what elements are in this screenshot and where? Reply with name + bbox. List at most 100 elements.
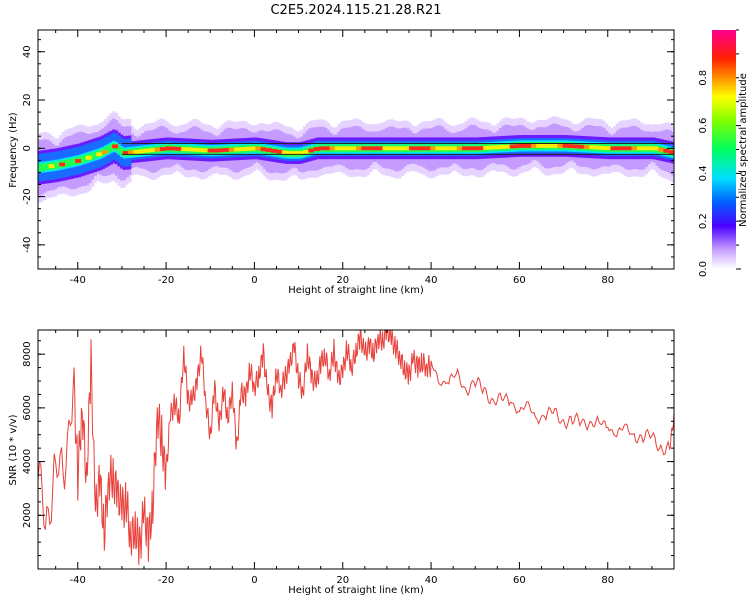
heatmap-core-cell — [557, 143, 564, 148]
heatmap-cell — [83, 154, 87, 163]
spectrogram-heatmap — [38, 111, 674, 203]
heatmap-core-cell — [133, 149, 140, 154]
heatmap-core-cell — [324, 146, 331, 151]
heatmap-core-cell — [636, 146, 643, 151]
heatmap-core-cell — [578, 144, 585, 149]
heatmap-core-cell — [292, 151, 299, 156]
ridge-outline — [121, 142, 674, 155]
heatmap-core-cell — [228, 147, 235, 152]
heatmap-core-cell — [175, 146, 182, 151]
heatmap-core-cell — [403, 146, 410, 151]
heatmap-core-cell — [456, 146, 463, 151]
heatmap-core-cell — [223, 148, 230, 152]
y-tick-label: 6000 — [22, 395, 33, 420]
colorbar-ticks: 0.0 0.2 0.4 0.6 0.8 — [698, 29, 741, 277]
heatmap-core-cell — [48, 164, 55, 169]
heatmap-core-cell — [212, 148, 219, 153]
heatmap-core-cell — [101, 150, 108, 155]
heatmap-core-cell — [562, 143, 569, 148]
y-tick-label: 8000 — [22, 341, 33, 366]
heatmap-core-cell — [599, 145, 606, 150]
heatmap-core-cell — [329, 146, 336, 151]
heatmap-core-cell — [239, 147, 246, 152]
x-tick-label: 40 — [425, 575, 438, 586]
heatmap-core-cell — [668, 150, 674, 154]
heatmap-core-cell — [647, 146, 654, 151]
heatmap-core-cell — [207, 148, 214, 153]
x-tick-label: 0 — [251, 275, 257, 286]
heatmap-core-cell — [472, 146, 479, 151]
heatmap-core-cell — [536, 143, 543, 148]
heatmap-core-cell — [435, 146, 442, 151]
colorbar-tick-label: 0.6 — [698, 118, 709, 134]
heatmap-core-cell — [483, 145, 490, 150]
spectrogram-ylabel: Frequency (Hz) — [8, 112, 19, 188]
heatmap-core-cell — [393, 146, 399, 151]
figure-title: C2E5.2024.115.21.28.R21 — [270, 3, 441, 18]
colorbar-tick-label: 0.8 — [698, 70, 709, 86]
heatmap-cell — [69, 158, 74, 166]
heatmap-core-cell — [594, 145, 601, 150]
heatmap-core-cell — [626, 146, 633, 151]
heatmap-core-cell — [525, 143, 532, 148]
heatmap-core-cell — [663, 148, 670, 153]
heatmap-core-cell — [414, 146, 421, 151]
colorbar-gradient — [712, 30, 736, 269]
snr-series-line — [38, 330, 674, 565]
heatmap-core-cell — [366, 146, 373, 151]
heatmap-core-cell — [250, 146, 256, 151]
heatmap-core-cell — [303, 149, 309, 154]
heatmap-core-cell — [440, 146, 447, 151]
heatmap-core-cell — [430, 146, 437, 151]
heatmap-core-cell — [467, 146, 474, 151]
y-tick-label: 40 — [22, 45, 33, 58]
heatmap-core-cell — [621, 146, 627, 151]
x-tick-label: 60 — [513, 575, 526, 586]
heatmap-core-cell — [112, 144, 119, 149]
heatmap-cell — [109, 143, 113, 152]
heatmap-cell — [80, 155, 84, 164]
heatmap-core-cell — [610, 146, 617, 151]
heatmap-core-cell — [409, 146, 415, 151]
x-tick-label: 60 — [513, 275, 526, 286]
heatmap-core-cell — [552, 143, 558, 148]
heatmap-core-cell — [568, 144, 574, 149]
heatmap-core-cell — [191, 147, 198, 152]
heatmap-cell — [72, 157, 76, 166]
heatmap-core-cell — [122, 151, 129, 155]
heatmap-core-cell — [631, 146, 638, 151]
heatmap-core-cell — [128, 150, 134, 155]
heatmap-cell — [120, 147, 124, 156]
heatmap-core-cell — [276, 149, 283, 154]
x-tick-label: -20 — [158, 575, 174, 586]
heatmap-core-cell — [340, 146, 346, 151]
heatmap-core-cell — [265, 148, 272, 153]
colorbar-tick-label: 0.0 — [698, 261, 709, 277]
x-tick-label: -40 — [70, 575, 86, 586]
heatmap-core-cell — [350, 146, 357, 151]
heatmap-core-cell — [658, 147, 664, 152]
heatmap-core-cell — [334, 146, 341, 151]
heatmap-core-cell — [573, 144, 580, 149]
heatmap-core-cell — [446, 146, 452, 151]
snr-frame — [37, 329, 675, 570]
colorbar-tick-label: 0.2 — [698, 213, 709, 229]
x-tick-label: -40 — [70, 275, 86, 286]
heatmap-core-cell — [398, 146, 405, 151]
heatmap-core-cell — [493, 145, 500, 150]
heatmap-core-cell — [59, 162, 66, 167]
heatmap-core-cell — [371, 146, 378, 151]
colorbar: 0.0 0.2 0.4 0.6 0.8 Normalized spectral ampl… — [698, 29, 749, 277]
heatmap-core-cell — [75, 159, 81, 163]
x-tick-label: 40 — [425, 275, 438, 286]
heatmap-core-cell — [144, 148, 150, 153]
heatmap-core-cell — [197, 148, 203, 152]
heatmap-core-cell — [387, 146, 394, 151]
colorbar-tick-label: 0.4 — [698, 165, 709, 181]
heatmap-core-cell — [165, 146, 172, 151]
heatmap-core-cell — [218, 148, 225, 153]
heatmap-core-cell — [382, 146, 389, 151]
heatmap-core-cell — [318, 146, 325, 151]
heatmap-core-cell — [308, 148, 315, 153]
heatmap-core-cell — [170, 146, 177, 151]
